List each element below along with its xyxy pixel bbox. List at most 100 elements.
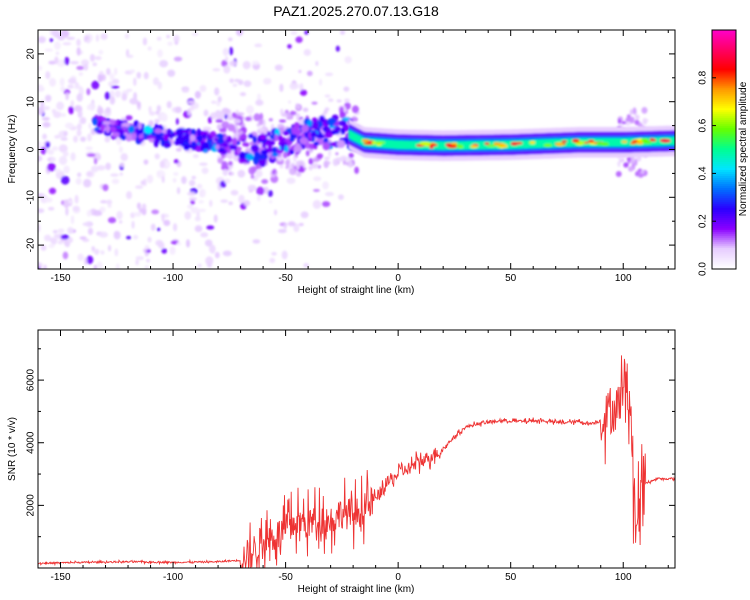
colorbar-strip	[712, 63, 736, 67]
spectrogram-noise-cell	[47, 162, 56, 172]
snr-y-tick-label: 2000	[26, 494, 37, 517]
spectrogram-noise-cell	[44, 197, 53, 203]
spectrogram-noise-cell	[148, 120, 154, 128]
spectrogram-noise-cell	[242, 60, 251, 70]
spectrogram-noise-cell	[154, 153, 160, 160]
spectrogram-noise-cell	[161, 175, 165, 184]
spectrogram-noise-cell	[247, 184, 257, 192]
colorbar-strip	[712, 255, 736, 258]
spectrogram-noise-cell	[246, 105, 254, 114]
spectrogram-noise-cell	[344, 98, 350, 103]
spectrogram-noise-cell	[56, 101, 65, 111]
spectrogram-signal-cell	[181, 129, 189, 134]
spectrogram-noise-cell	[161, 248, 168, 254]
spectrogram-signal-cell	[329, 142, 338, 147]
spectrogram-noise-cell	[319, 78, 323, 86]
spectrogram-noise-cell	[40, 146, 47, 155]
spectrogram-noise-cell	[83, 178, 92, 188]
spectrogram-signal-cell	[258, 158, 267, 166]
spectrogram-noise-cell	[38, 208, 45, 214]
spectrogram-noise-cell	[298, 222, 304, 227]
spectrogram-noise-cell	[233, 118, 242, 124]
spectrogram-noise-cell	[146, 258, 150, 263]
spectrogram-noise-cell	[76, 38, 81, 47]
spectrogram-noise-cell	[354, 166, 359, 174]
spectrogram-noise-cell	[220, 153, 225, 159]
colorbar-gradient	[712, 30, 736, 270]
spectrogram-noise-cell	[273, 209, 278, 216]
spectrogram-noise-cell	[106, 67, 111, 76]
spectrogram-signal-cell	[100, 124, 105, 132]
spectrogram-noise-cell	[199, 84, 207, 93]
spectrogram-noise-cell	[253, 113, 261, 122]
spectrogram-peak-cell	[510, 141, 519, 146]
colorbar-strip	[712, 219, 736, 222]
spectrogram-noise-cell	[205, 256, 214, 266]
spectrogram-noise-cell	[143, 71, 149, 80]
spectrogram-peak-cell	[371, 140, 376, 145]
spectrogram-noise-cell	[38, 262, 43, 268]
spectrogram-noise-cell	[285, 159, 290, 167]
spectrogram-noise-cell	[311, 163, 320, 169]
spectrogram-noise-cell	[82, 222, 92, 227]
spectrogram-noise-cell	[187, 100, 196, 104]
spectrogram-noise-cell	[303, 263, 309, 268]
spectrogram-noise-cell	[172, 223, 178, 232]
colorbar-strip	[712, 57, 736, 61]
spectrogram-peak-cell	[635, 141, 644, 145]
colorbar-strip	[712, 141, 736, 145]
spectrogram-noise-cell	[73, 85, 83, 90]
spectrogram-noise-cell	[114, 248, 119, 257]
spectrogram-signal-cell	[278, 135, 283, 142]
spectrogram-noise-cell	[38, 65, 43, 71]
colorbar-strip	[712, 45, 736, 49]
colorbar-tick-label: 0.6	[698, 118, 709, 132]
spectrogram-peak-cell	[660, 138, 671, 143]
spectrogram-noise-cell	[295, 36, 303, 44]
spectrogram-noise-cell	[289, 82, 298, 90]
spectrogram-signal-cell	[271, 152, 279, 157]
spectrogram-noise-cell	[262, 186, 269, 195]
spectrogram-noise-cell	[76, 65, 85, 70]
spectrogram-noise-cell	[279, 83, 284, 93]
spectrogram-noise-cell	[269, 200, 273, 204]
colorbar-strip	[712, 99, 736, 103]
colorbar-strip	[712, 163, 736, 167]
spectrogram-signal-cell	[325, 126, 331, 133]
spectrogram-noise-cell	[86, 255, 94, 265]
spectrogram-noise-cell	[289, 168, 297, 176]
spectrogram-noise-cell	[136, 71, 142, 79]
spectrogram-noise-cell	[222, 250, 232, 257]
spectrogram-noise-cell	[159, 160, 165, 169]
spectrogram-noise-cell	[133, 212, 142, 217]
spectrogram-noise-cell	[263, 77, 271, 85]
spectrogram-signal-cell	[318, 115, 326, 123]
colorbar-strip	[712, 173, 736, 176]
spectrogram-noise-cell	[187, 191, 196, 196]
spectrogram-noise-cell	[216, 123, 222, 130]
spectrogram-x-tick-label: -100	[163, 273, 183, 284]
spectrogram-noise-cell	[97, 73, 103, 83]
colorbar-strip	[712, 233, 736, 236]
spectrogram-noise-cell	[207, 116, 212, 124]
colorbar-strip	[712, 241, 736, 244]
snr-x-tick-label: 100	[615, 572, 632, 583]
spectrogram-noise-cell	[86, 88, 91, 96]
colorbar-strip	[712, 111, 736, 115]
spectrogram-noise-cell	[256, 186, 265, 196]
spectrogram-noise-cell	[315, 60, 319, 67]
colorbar-frame	[711, 29, 737, 270]
spectrogram-noise-cell	[60, 234, 70, 240]
spectrogram-noise-cell	[144, 265, 149, 269]
colorbar-strip	[712, 117, 736, 121]
spectrogram-noise-cell	[347, 160, 354, 168]
spectrogram-noise-cell	[219, 128, 227, 133]
spectrogram-noise-cell	[617, 161, 621, 168]
spectrogram-noise-cell	[62, 251, 69, 260]
spectrogram-noise-cell	[316, 153, 324, 159]
colorbar-strip	[712, 189, 736, 192]
spectrogram-peak-cell	[621, 140, 628, 144]
colorbar-strip	[712, 165, 736, 169]
spectrogram-noise-cell	[88, 122, 92, 129]
